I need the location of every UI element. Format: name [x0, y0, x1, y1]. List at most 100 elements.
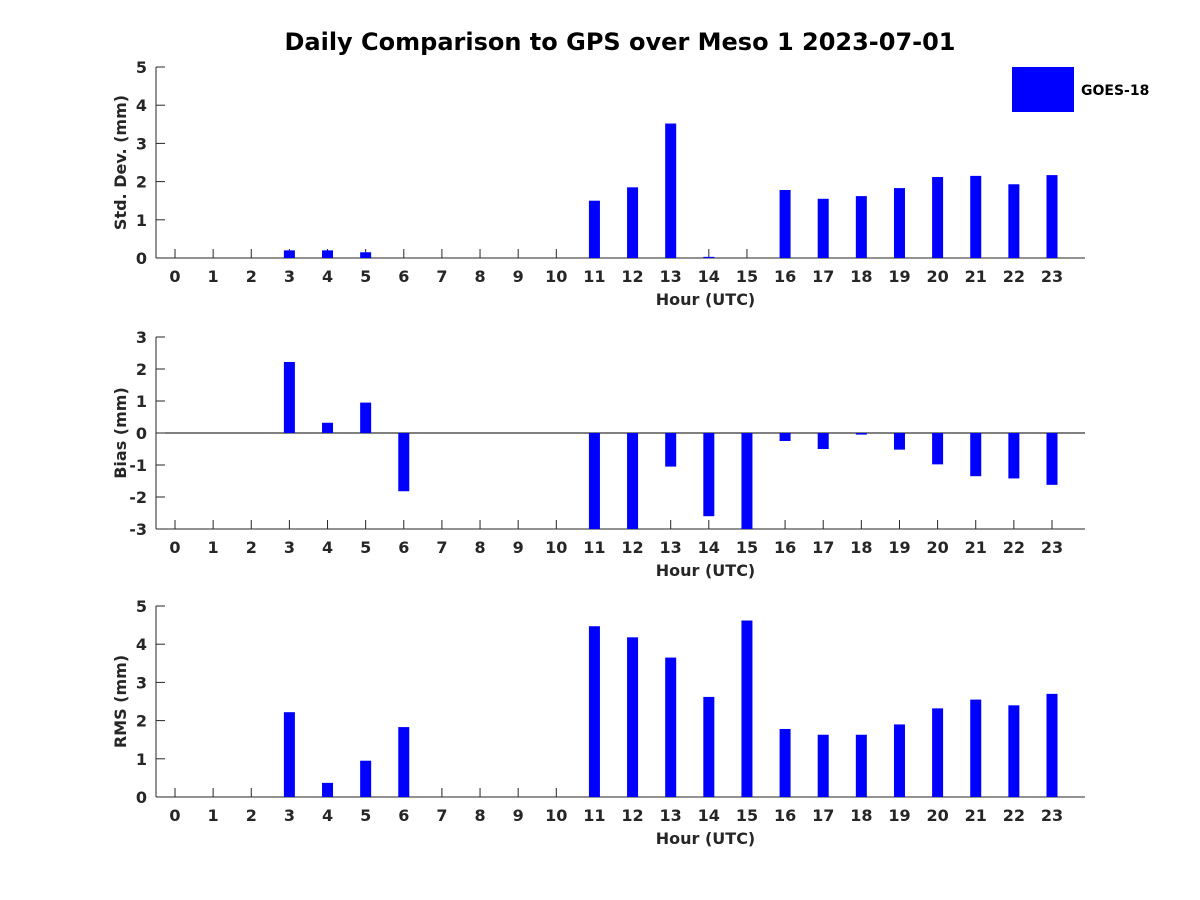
y-tick-label: 0 [136, 249, 147, 268]
x-tick-label: 1 [208, 267, 219, 286]
x-tick-label: 23 [1041, 806, 1063, 825]
bar-hour-4 [322, 422, 334, 433]
bar-hour-20 [932, 708, 944, 797]
x-tick-label: 18 [850, 267, 872, 286]
x-tick-label: 17 [812, 267, 834, 286]
x-tick-label: 21 [965, 267, 987, 286]
x-tick-label: 14 [698, 267, 720, 286]
y-tick-label: 4 [136, 635, 147, 654]
bar-hour-14 [703, 696, 715, 797]
x-tick-label: 7 [436, 806, 447, 825]
bar-hour-19 [893, 188, 905, 258]
y-tick-label: 2 [136, 360, 147, 379]
y-tick-label: 3 [136, 134, 147, 153]
x-tick-label: 3 [284, 806, 295, 825]
x-tick-label: 2 [246, 806, 257, 825]
bar-hour-6 [398, 433, 410, 492]
y-axis-label: Std. Dev. (mm) [111, 95, 130, 230]
bar-hour-23 [1046, 693, 1058, 797]
y-tick-label: 5 [136, 597, 147, 616]
bar-hour-19 [893, 724, 905, 797]
y-tick-label: 0 [136, 788, 147, 807]
bar-hour-4 [322, 782, 334, 797]
y-tick-label: 3 [136, 328, 147, 347]
bar-hour-16 [779, 729, 791, 797]
x-tick-label: 21 [965, 806, 987, 825]
x-tick-label: 4 [322, 538, 333, 557]
y-tick-label: -2 [129, 488, 147, 507]
x-tick-label: 17 [812, 538, 834, 557]
bar-hour-18 [855, 734, 867, 797]
x-tick-label: 2 [246, 538, 257, 557]
x-tick-label: 19 [888, 806, 910, 825]
x-tick-label: 14 [698, 538, 720, 557]
bar-hour-3 [283, 361, 295, 433]
x-tick-label: 8 [474, 538, 485, 557]
bar-hour-21 [970, 433, 982, 477]
x-tick-label: 15 [736, 806, 758, 825]
x-tick-label: 18 [850, 806, 872, 825]
y-tick-label: 1 [136, 392, 147, 411]
x-tick-label: 10 [545, 806, 567, 825]
bar-hour-3 [283, 712, 295, 797]
y-tick-label: 1 [136, 750, 147, 769]
x-tick-label: 3 [284, 538, 295, 557]
bar-hour-15 [741, 620, 753, 797]
bar-hour-23 [1046, 433, 1058, 485]
y-tick-label: 2 [136, 712, 147, 731]
x-tick-label: 9 [513, 538, 524, 557]
bar-hour-22 [1008, 705, 1020, 797]
bar-hour-14 [703, 433, 715, 517]
bar-hour-5 [360, 252, 372, 258]
x-tick-label: 9 [513, 806, 524, 825]
chart-title: Daily Comparison to GPS over Meso 1 2023… [284, 28, 956, 56]
x-tick-label: 13 [660, 806, 682, 825]
x-tick-label: 15 [736, 267, 758, 286]
x-tick-label: 4 [322, 267, 333, 286]
bar-hour-15 [741, 433, 753, 529]
y-axis-label: RMS (mm) [111, 655, 130, 748]
bar-hour-22 [1008, 433, 1020, 479]
x-tick-label: 12 [621, 267, 643, 286]
bar-hour-12 [627, 433, 639, 529]
bar-hour-11 [588, 433, 600, 529]
x-tick-label: 6 [398, 538, 409, 557]
bar-hour-5 [360, 402, 372, 433]
x-tick-label: 19 [888, 267, 910, 286]
x-tick-label: 0 [169, 267, 180, 286]
x-tick-label: 1 [208, 806, 219, 825]
x-tick-label: 12 [621, 806, 643, 825]
bar-hour-13 [665, 657, 677, 797]
x-axis-label: Hour (UTC) [656, 561, 756, 580]
x-tick-label: 23 [1041, 267, 1063, 286]
bar-hour-12 [627, 187, 639, 258]
bar-hour-20 [932, 433, 944, 465]
x-tick-label: 1 [208, 538, 219, 557]
x-tick-label: 13 [660, 267, 682, 286]
bar-hour-19 [893, 433, 905, 450]
bar-hour-11 [588, 200, 600, 258]
bar-hour-12 [627, 637, 639, 797]
x-tick-label: 15 [736, 538, 758, 557]
x-axis-label: Hour (UTC) [656, 829, 756, 848]
y-tick-label: -1 [129, 456, 147, 475]
x-tick-label: 22 [1003, 267, 1025, 286]
bar-hour-21 [970, 699, 982, 797]
x-tick-label: 16 [774, 806, 796, 825]
x-tick-label: 5 [360, 538, 371, 557]
x-tick-label: 2 [246, 267, 257, 286]
x-tick-label: 11 [583, 538, 605, 557]
y-tick-label: 4 [136, 96, 147, 115]
bar-hour-16 [779, 190, 791, 258]
x-tick-label: 0 [169, 538, 180, 557]
bar-hour-17 [817, 734, 829, 797]
y-tick-label: 3 [136, 673, 147, 692]
x-tick-label: 10 [545, 538, 567, 557]
y-axis-label: Bias (mm) [111, 387, 130, 479]
bar-hour-17 [817, 198, 829, 258]
bar-hour-22 [1008, 184, 1020, 258]
